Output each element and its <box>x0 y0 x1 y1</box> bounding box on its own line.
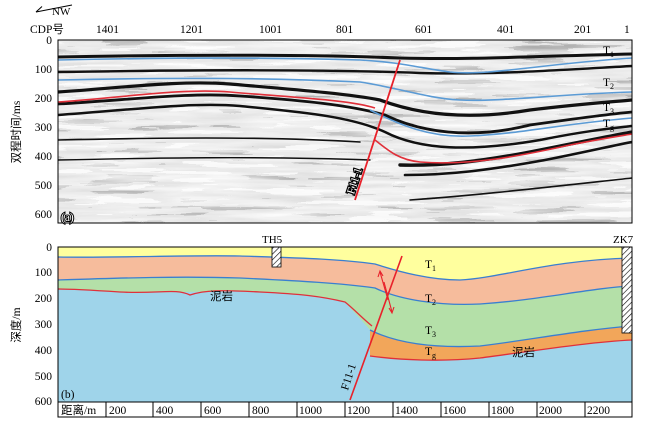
fault-line-b <box>349 255 403 401</box>
panel-a-seismic: 双程时间/ms 0 100 200 300 400 500 600 <box>10 35 633 225</box>
x-tick: 600 <box>204 405 222 417</box>
horizon-t1 <box>58 57 632 74</box>
y-tick: 500 <box>35 180 53 192</box>
y-tick: 400 <box>35 345 53 357</box>
layer-label-tg: Tg <box>425 346 436 360</box>
panel-b-y-axis-label: 深度/m <box>9 307 23 342</box>
direction-label: NW <box>52 6 71 18</box>
x-tick: 400 <box>156 405 174 417</box>
distance-axis-label: 距离/m <box>61 403 96 417</box>
cdp-tick: 201 <box>574 24 592 36</box>
horizon-tg <box>374 133 632 164</box>
borehole-zk7 <box>621 246 633 334</box>
lithology-label-left: 泥岩 <box>210 289 233 303</box>
x-tick: 800 <box>252 405 270 417</box>
well-label-zk7: ZK7 <box>613 234 634 246</box>
y-tick: 0 <box>46 35 52 47</box>
well-label-th5: TH5 <box>262 234 283 246</box>
horizon-t3 <box>369 109 632 137</box>
layer-3 <box>370 326 632 361</box>
label-t3: T3 <box>603 102 614 116</box>
borehole-th5 <box>271 246 282 268</box>
seismic-reflectors <box>58 52 632 201</box>
cdp-tick: 401 <box>497 24 515 36</box>
cdp-tick: 801 <box>336 24 354 36</box>
y-tick: 300 <box>35 319 53 331</box>
distance-ticks: 200 400 600 800 1000 1200 1400 1600 1800… <box>109 405 610 417</box>
cdp-tick: 1001 <box>259 24 282 36</box>
boundaries <box>58 255 632 361</box>
cdp-label: CDP号 <box>30 23 64 36</box>
cdp-tick: 1401 <box>96 24 119 36</box>
boundary-t1 <box>58 255 632 281</box>
horizons <box>58 57 632 164</box>
x-tick: 1200 <box>347 405 370 417</box>
lithology-label-right: 泥岩 <box>512 345 535 359</box>
panel-a-y-ticks: 0 100 200 300 400 500 600 <box>35 35 53 221</box>
y-tick: 100 <box>35 267 53 279</box>
fault-arrow-icon <box>377 269 395 315</box>
y-tick: 500 <box>35 371 53 383</box>
direction-arrow-icon <box>35 4 73 13</box>
y-tick: 300 <box>35 122 53 134</box>
label-t2: T2 <box>603 77 614 91</box>
panel-b-tag: (b) <box>61 389 75 401</box>
label-tg: Tg <box>603 118 614 132</box>
layer-2 <box>58 277 632 347</box>
x-tick: 1400 <box>395 405 418 417</box>
x-tick: 2200 <box>587 405 610 417</box>
boundary-tg-left <box>58 288 373 327</box>
panel-b-geology: 深度/m 0 100 200 300 400 500 600 <box>9 234 634 408</box>
y-tick: 200 <box>35 93 53 105</box>
layer-label-t3: T3 <box>425 325 436 339</box>
cdp-tick: 1201 <box>180 24 203 36</box>
header: NW CDP号 1401 1201 1001 801 601 401 201 1 <box>30 4 630 36</box>
layer-label-t2: T2 <box>425 293 436 307</box>
fault-line-a <box>354 59 401 201</box>
panel-a-tag: (a) <box>61 212 74 224</box>
y-tick: 200 <box>35 293 53 305</box>
panel-b-y-ticks: 0 100 200 300 400 500 600 <box>35 242 53 408</box>
y-tick: 400 <box>35 151 53 163</box>
x-tick: 2000 <box>539 405 562 417</box>
x-tick: 1600 <box>443 405 466 417</box>
layer-1 <box>58 255 632 305</box>
boundary-tg-right <box>369 339 632 361</box>
y-tick: 100 <box>35 64 53 76</box>
x-tick: 1800 <box>491 405 514 417</box>
layer-label-t1: T1 <box>425 259 436 273</box>
horizon-t3-left <box>58 90 376 109</box>
label-t1: T1 <box>603 45 614 59</box>
seismic-image <box>58 40 632 223</box>
boundary-t3 <box>369 325 632 348</box>
x-tick: 1000 <box>299 405 322 417</box>
cdp-ticks: 1401 1201 1001 801 601 401 201 1 <box>96 24 630 36</box>
cdp-tick: 1 <box>624 24 630 36</box>
boundary-t2 <box>58 276 632 305</box>
distance-axis: 距离/m 200 400 600 800 1000 1200 1400 1600… <box>57 401 633 418</box>
panel-a-y-axis-label: 双程时间/ms <box>10 100 23 163</box>
y-tick: 600 <box>35 396 53 408</box>
y-tick: 0 <box>46 242 52 254</box>
x-tick: 200 <box>109 405 127 417</box>
panel-a-frame <box>57 39 633 224</box>
horizon-t2 <box>58 77 632 102</box>
y-tick: 600 <box>35 209 53 221</box>
cdp-tick: 601 <box>415 24 433 36</box>
